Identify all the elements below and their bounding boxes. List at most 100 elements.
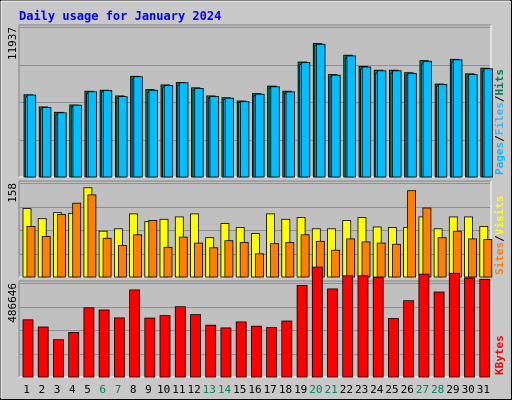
bar-pages-day-24 [376,70,387,178]
x-tick-label: 29 [446,383,459,396]
bar-sites-day-23 [361,241,371,278]
x-tick-label: 14 [218,383,232,396]
bar-kbytes-day-21 [327,288,338,378]
bar-sites-day-9 [148,220,158,278]
bar-sites-day-22 [346,238,356,278]
bar-kbytes-day-16 [250,325,262,378]
bar-sites-day-17 [270,243,280,278]
x-tick-label: 7 [115,383,122,396]
bar-sites-day-6 [102,237,112,278]
bar-kbytes-day-23 [357,275,369,378]
bar-kbytes-day-20 [311,266,323,378]
panel-max-label: 158 [6,183,19,203]
bar-kbytes-day-24 [372,277,384,378]
bar-sites-day-3 [57,214,66,278]
bar-kbytes-day-17 [266,327,278,378]
x-tick-label: 18 [279,383,292,396]
bar-pages-day-31 [483,68,493,178]
bar-pages-day-6 [102,90,113,178]
bar-sites-day-11 [178,236,188,278]
bar-pages-day-15 [239,101,250,178]
legend-item: Hits [493,69,506,96]
legend-item: Pages [493,142,506,175]
bar-pages-day-13 [209,96,219,178]
panel-visits: 158 Sites/Visits [6,180,506,278]
bar-kbytes-day-3 [53,339,64,378]
bar-sites-day-12 [194,242,203,278]
bar-kbytes-day-31 [479,278,491,378]
bar-sites-day-29 [452,230,462,278]
bar-pages-day-17 [270,86,280,178]
bar-pages-day-25 [392,70,402,178]
x-tick-label: 1 [23,383,30,396]
bar-pages-day-12 [194,88,204,178]
x-tick-label: 12 [187,383,200,396]
x-tick-label: 11 [172,383,185,396]
x-tick-label: 26 [401,383,414,396]
bar-kbytes-day-9 [144,317,156,378]
x-tick-label: 4 [69,383,76,396]
bar-kbytes-day-30 [464,277,475,378]
bar-kbytes-day-12 [190,314,201,378]
bar-pages-day-3 [57,112,67,178]
chart-title: Daily usage for January 2024 [19,9,221,23]
bar-sites-day-21 [331,249,340,278]
bar-pages-day-22 [346,55,356,178]
bar-kbytes-day-8 [129,289,141,378]
bar-sites-day-14 [224,240,234,278]
bar-sites-day-18 [285,242,295,278]
chart-panels: 11937Pages/Files/Hits158Sites/Visits4866… [6,24,506,378]
bar-pages-day-28 [437,84,448,178]
bar-pages-day-27 [422,60,433,178]
bar-kbytes-day-25 [387,318,399,378]
bar-pages-day-16 [255,93,265,178]
x-tick-label: 6 [99,383,106,396]
x-tick-label: 10 [157,383,170,396]
x-axis: 1 2 3 4 5 6 7 8 9 10 11 12 13 14 15 16 17 18 19 20 21 22 23 24 2… [23,383,490,396]
bar-sites-day-19 [300,234,310,278]
bar-pages-day-29 [453,59,463,178]
panel-max-label: 11937 [6,27,19,60]
bar-kbytes-day-29 [448,272,460,378]
x-tick-label: 16 [248,383,261,396]
bar-kbytes-day-27 [418,273,430,378]
bar-kbytes-day-14 [220,327,232,378]
bar-sites-day-2 [41,236,51,278]
bar-kbytes-day-10 [159,315,171,378]
bar-kbytes-day-5 [83,307,95,378]
bar-pages-day-20 [316,43,326,178]
legend-item: / [493,135,506,142]
bar-kbytes-day-22 [342,275,354,378]
bar-pages-day-8 [133,76,143,178]
x-tick-label: 31 [477,383,490,396]
bar-sites-day-28 [437,237,447,278]
bar-pages-day-2 [42,107,52,178]
legend-item: / [493,235,506,242]
bar-kbytes-day-1 [22,319,34,378]
bar-pages-day-26 [407,72,417,178]
x-tick-label: 20 [309,383,322,396]
bar-pages-day-9 [148,89,158,178]
x-tick-label: 9 [145,383,152,396]
bar-pages-day-23 [361,66,372,178]
panel-max-label: 486646 [6,283,19,323]
bar-pages-day-5 [87,91,97,178]
bar-sites-day-24 [376,242,386,278]
bar-sites-day-8 [133,234,143,278]
bar-sites-day-30 [468,238,477,278]
x-tick-label: 2 [38,383,45,396]
bar-pages-day-21 [331,74,341,178]
bar-pages-day-10 [163,85,174,178]
bar-pages-day-7 [118,96,128,178]
bar-sites-day-4 [72,202,82,278]
bar-pages-day-19 [300,62,311,178]
bar-kbytes-day-26 [403,300,415,378]
panel-legend: Pages/Files/Hits [493,69,506,175]
bar-kbytes-day-18 [281,320,293,378]
bar-pages-day-4 [72,104,82,178]
bar-kbytes-day-28 [433,291,445,378]
x-tick-label: 22 [340,383,353,396]
bar-kbytes-day-13 [205,324,217,378]
bar-sites-day-26 [407,190,417,278]
